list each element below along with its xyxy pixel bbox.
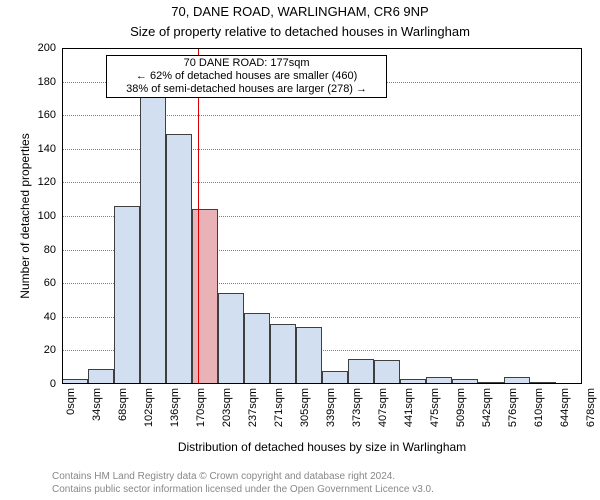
histogram-bar bbox=[478, 382, 504, 384]
x-tick-label: 678sqm bbox=[585, 388, 600, 438]
histogram-bar bbox=[244, 313, 270, 384]
footer-line-1: Contains HM Land Registry data © Crown c… bbox=[52, 471, 434, 484]
y-tick-label: 180 bbox=[16, 76, 56, 88]
y-tick-label: 100 bbox=[16, 210, 56, 222]
footer-line-2: Contains public sector information licen… bbox=[52, 484, 434, 497]
x-axis-label: Distribution of detached houses by size … bbox=[62, 440, 582, 454]
y-tick-label: 160 bbox=[16, 109, 56, 121]
histogram-bar bbox=[296, 327, 322, 384]
y-tick-label: 140 bbox=[16, 143, 56, 155]
histogram-bar bbox=[400, 379, 426, 384]
histogram-bar bbox=[218, 293, 244, 384]
y-tick-label: 0 bbox=[16, 378, 56, 390]
annotation-box: 70 DANE ROAD: 177sqm← 62% of detached ho… bbox=[106, 55, 387, 99]
y-tick-label: 120 bbox=[16, 176, 56, 188]
chart-root: 70, DANE ROAD, WARLINGHAM, CR6 9NP Size … bbox=[0, 0, 600, 500]
histogram-bar bbox=[62, 379, 88, 384]
annotation-line: 70 DANE ROAD: 177sqm bbox=[111, 57, 382, 70]
chart-title-main: 70, DANE ROAD, WARLINGHAM, CR6 9NP bbox=[0, 4, 600, 19]
annotation-line: ← 62% of detached houses are smaller (46… bbox=[111, 70, 382, 83]
y-tick-label: 60 bbox=[16, 277, 56, 289]
chart-title-sub: Size of property relative to detached ho… bbox=[0, 24, 600, 39]
histogram-bar bbox=[504, 377, 530, 384]
histogram-bar bbox=[452, 379, 478, 384]
annotation-line: 38% of semi-detached houses are larger (… bbox=[111, 83, 382, 96]
histogram-bar bbox=[88, 369, 114, 384]
reference-line bbox=[198, 48, 199, 384]
y-tick-label: 200 bbox=[16, 42, 56, 54]
y-tick-label: 40 bbox=[16, 311, 56, 323]
footer-attribution: Contains HM Land Registry data © Crown c… bbox=[52, 471, 434, 496]
histogram-bar bbox=[114, 206, 140, 384]
histogram-bar bbox=[140, 92, 166, 384]
y-tick-label: 80 bbox=[16, 244, 56, 256]
histogram-bar bbox=[322, 371, 348, 384]
histogram-bar bbox=[374, 360, 400, 384]
histogram-bar bbox=[192, 209, 218, 384]
histogram-bar bbox=[166, 134, 192, 384]
plot-area: 70 DANE ROAD: 177sqm← 62% of detached ho… bbox=[62, 48, 582, 384]
histogram-bar bbox=[530, 382, 556, 384]
y-tick-label: 20 bbox=[16, 344, 56, 356]
histogram-bar bbox=[270, 324, 296, 384]
histogram-bar bbox=[348, 359, 374, 384]
histogram-bar bbox=[426, 377, 452, 384]
